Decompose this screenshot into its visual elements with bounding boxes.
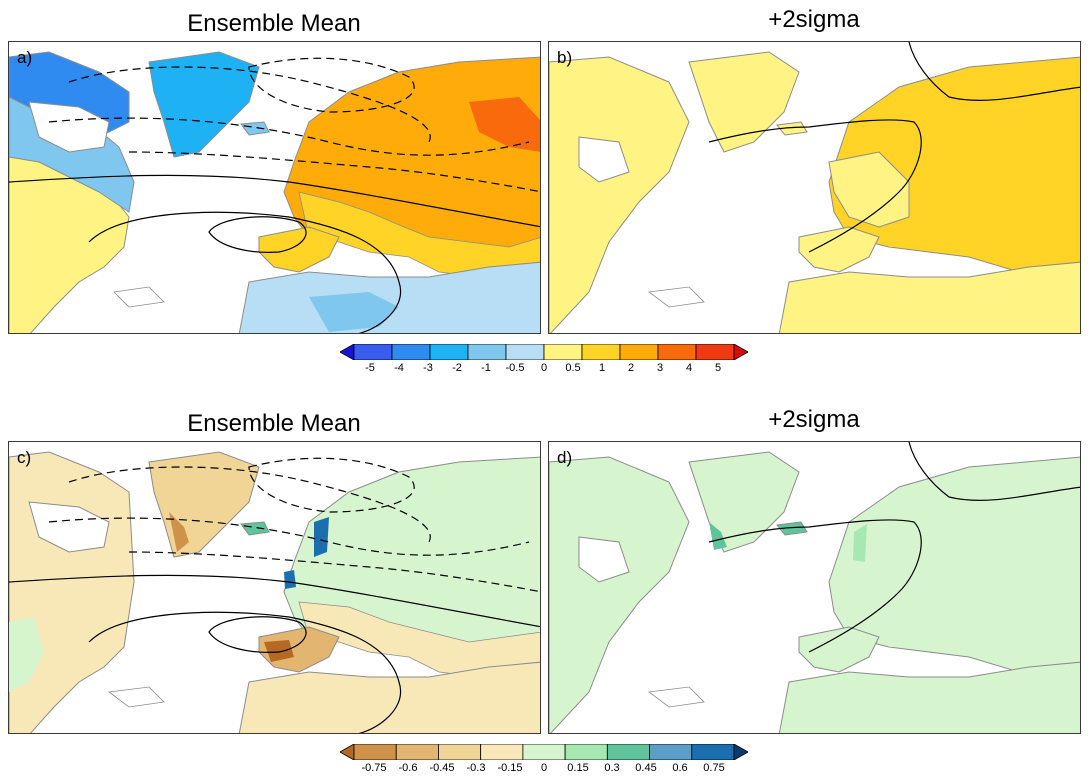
cbar-bottom-tick: -0.45 <box>429 762 455 774</box>
panel-b-title: +2sigma <box>768 6 860 33</box>
cbar-bottom-tick: 0.45 <box>635 762 657 774</box>
colorbar-swatch <box>438 744 482 760</box>
cbar-top-tick: -1 <box>481 362 491 374</box>
colorbar-swatch <box>353 744 397 760</box>
cbar-top-tick: 0.5 <box>565 362 581 374</box>
cbar-bottom-tick: 0.75 <box>703 762 725 774</box>
panel-d-title: +2sigma <box>768 406 860 433</box>
colorbar-swatch <box>395 744 439 760</box>
colorbar-swatch <box>619 344 659 360</box>
map-b-graphic <box>549 42 1080 333</box>
cbar-top-tick: 1 <box>598 362 606 374</box>
map-panel-b: b) <box>548 41 1081 334</box>
cbar-bottom-tick: -0.6 <box>398 762 418 774</box>
cbar-top-tick: 4 <box>685 362 693 374</box>
colorbar-swatch <box>649 744 693 760</box>
colorbar-arrow-high <box>733 344 748 360</box>
colorbar-swatch <box>606 744 650 760</box>
cbar-top-tick: -5 <box>365 362 375 374</box>
colorbar-swatch <box>695 344 735 360</box>
cbar-top-tick: -4 <box>394 362 404 374</box>
cbar-bottom-tick: -0.15 <box>497 762 523 774</box>
cbar-top-tick: 3 <box>656 362 664 374</box>
panel-a-title: Ensemble Mean <box>187 10 361 37</box>
colorbar-top <box>340 344 748 360</box>
colorbar-swatch <box>391 344 431 360</box>
panel-b-label: b) <box>557 48 573 67</box>
map-d-graphic <box>549 442 1080 733</box>
map-panel-a: a) <box>8 41 541 334</box>
map-a-graphic <box>9 51 540 333</box>
colorbar-swatch <box>657 344 697 360</box>
colorbar-swatch <box>564 744 608 760</box>
colorbar-swatch <box>467 344 507 360</box>
map-c-graphic <box>9 451 540 733</box>
colorbar-arrow-low <box>340 744 355 760</box>
cbar-bottom-tick: 0 <box>540 762 548 774</box>
colorbar-swatch <box>429 344 469 360</box>
colorbar-top-ticks: -5 -4 -3 -2 -1 -0.5 0 0.5 1 2 3 4 5 <box>340 362 748 376</box>
cbar-top-tick: 2 <box>627 362 635 374</box>
cbar-bottom-tick: 0.6 <box>672 762 688 774</box>
cbar-bottom-tick: 0.15 <box>567 762 589 774</box>
panel-a-label: a) <box>17 48 33 67</box>
colorbar-swatch <box>522 744 566 760</box>
colorbar-swatch <box>581 344 621 360</box>
cbar-bottom-tick: -0.3 <box>466 762 486 774</box>
colorbar-swatch <box>691 744 735 760</box>
cbar-top-tick: -3 <box>423 362 433 374</box>
colorbar-bottom <box>340 744 748 760</box>
cbar-top-tick: -2 <box>452 362 462 374</box>
colorbar-swatch <box>480 744 524 760</box>
panel-c-title: Ensemble Mean <box>187 410 361 437</box>
map-panel-d: d) <box>548 441 1081 734</box>
cbar-top-tick: 5 <box>714 362 722 374</box>
cbar-bottom-tick: 0.3 <box>604 762 620 774</box>
colorbar-swatch <box>353 344 393 360</box>
panel-d-label: d) <box>557 448 573 467</box>
cbar-bottom-tick: -0.75 <box>361 762 387 774</box>
colorbar-swatch <box>505 344 545 360</box>
panel-c-label: c) <box>17 448 32 467</box>
map-panel-c: c) <box>8 441 541 734</box>
colorbar-bottom-ticks: -0.75 -0.6 -0.45 -0.3 -0.15 0 0.15 0.3 0… <box>340 762 748 776</box>
colorbar-arrow-low <box>340 344 355 360</box>
colorbar-swatch <box>543 344 583 360</box>
cbar-top-tick: -0.5 <box>505 362 525 374</box>
cbar-top-tick: 0 <box>540 362 548 374</box>
colorbar-arrow-high <box>733 744 748 760</box>
